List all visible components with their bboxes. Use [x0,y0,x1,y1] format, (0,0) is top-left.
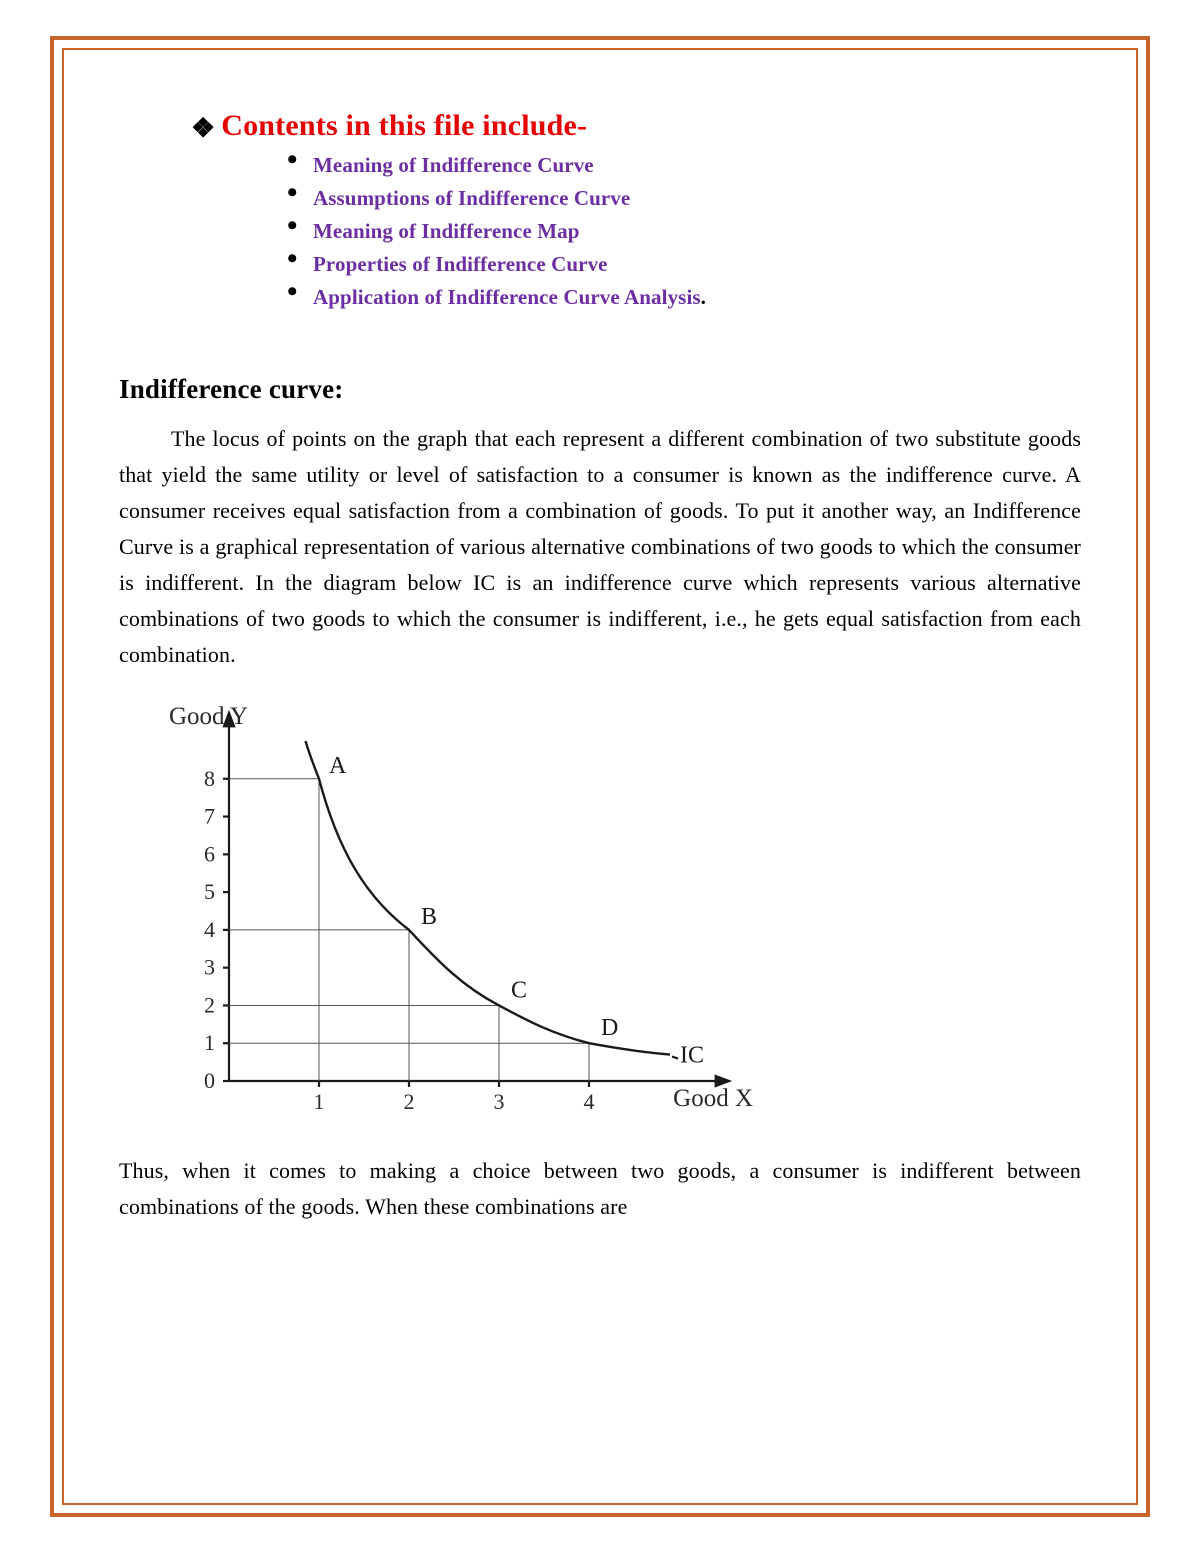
indifference-curve-chart: Good Y Good X 0 1 2 3 4 5 6 7 8 1 2 3 4 A B C D IC [119,701,759,1131]
list-item-period: . [701,285,706,309]
x-axis-label: Good X [673,1085,753,1113]
svg-text:2: 2 [204,992,215,1017]
contents-heading: ❖ Contents in this file include- [191,109,1081,143]
svg-text:IC: IC [680,1043,704,1069]
diamond-icon: ❖ [191,113,215,144]
list-item-label: Meaning of Indifference Curve [313,153,594,177]
list-item: Assumptions of Indifference Curve [287,182,1081,215]
svg-text:2: 2 [404,1089,415,1114]
svg-text:1: 1 [204,1030,215,1055]
svg-text:6: 6 [204,841,215,866]
section-heading: Indifference curve: [119,374,1081,405]
list-item-label: Application of Indifference Curve Analys… [313,285,701,309]
svg-text:B: B [421,904,437,930]
svg-text:4: 4 [204,917,215,942]
section-paragraph-1: The locus of points on the graph that ea… [119,421,1081,673]
list-item-label: Assumptions of Indifference Curve [313,186,630,210]
list-item-label: Meaning of Indifference Map [313,219,580,243]
contents-list: Meaning of Indifference Curve Assumption… [287,149,1081,314]
page-content: ❖ Contents in this file include- Meaning… [119,105,1081,1473]
list-item: Properties of Indifference Curve [287,248,1081,281]
svg-text:A: A [329,753,347,779]
chart-svg: 0 1 2 3 4 5 6 7 8 1 2 3 4 A B C D IC [119,701,759,1131]
list-item: Meaning of Indifference Curve [287,149,1081,182]
svg-text:3: 3 [494,1089,505,1114]
contents-block: ❖ Contents in this file include- Meaning… [191,109,1081,314]
y-axis-label: Good Y [169,703,248,731]
svg-text:D: D [601,1015,618,1041]
list-item: Meaning of Indifference Map [287,215,1081,248]
svg-text:C: C [511,977,527,1003]
svg-text:7: 7 [204,804,215,829]
inner-border: ❖ Contents in this file include- Meaning… [62,48,1138,1505]
contents-title: Contents in this file include- [221,109,587,143]
list-item-label: Properties of Indifference Curve [313,252,608,276]
svg-text:4: 4 [584,1089,595,1114]
svg-text:3: 3 [204,955,215,980]
svg-text:8: 8 [204,766,215,791]
svg-text:1: 1 [314,1089,325,1114]
outer-border: ❖ Contents in this file include- Meaning… [50,36,1150,1517]
svg-text:5: 5 [204,879,215,904]
section-paragraph-2: Thus, when it comes to making a choice b… [119,1153,1081,1225]
list-item: Application of Indifference Curve Analys… [287,281,1081,314]
svg-text:0: 0 [204,1068,215,1093]
